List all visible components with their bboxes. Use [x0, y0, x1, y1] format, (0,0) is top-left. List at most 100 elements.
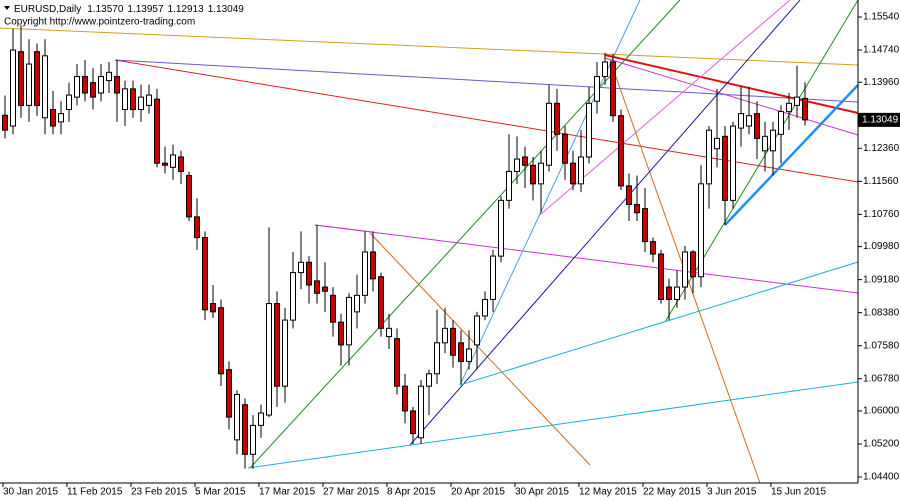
candle-body — [90, 82, 96, 98]
candle-body — [586, 102, 592, 158]
candle-body — [530, 164, 536, 185]
candle-body — [482, 298, 488, 317]
ohlc-value: 1.13957 — [127, 4, 164, 15]
candle-body — [394, 338, 400, 387]
candle-body — [522, 156, 528, 166]
symbol: EURUSD,Daily — [14, 4, 81, 15]
candle-body — [170, 154, 176, 168]
candle-body — [690, 251, 696, 278]
candle-body — [754, 113, 760, 139]
candle-body — [786, 102, 792, 113]
candle-body — [642, 208, 648, 243]
candle-body — [66, 94, 72, 111]
y-tick-label: 1.07580 — [863, 340, 900, 351]
candle-body — [498, 199, 504, 257]
trendlines — [0, 0, 859, 484]
x-tick-label: 30 Apr 2015 — [515, 487, 569, 498]
candle-body — [426, 373, 432, 387]
candle-body — [282, 319, 288, 387]
menu-icon[interactable] — [4, 6, 10, 10]
ohlc-value: 1.12913 — [168, 4, 205, 15]
y-tick-label: 1.04400 — [863, 472, 900, 483]
trendline — [314, 224, 859, 294]
candle-body — [10, 49, 16, 127]
candle-body — [770, 129, 776, 152]
candle-body — [802, 97, 808, 121]
copyright: Copyright http://www.pointzero-trading.c… — [4, 17, 195, 28]
candle-body — [218, 307, 224, 375]
candle-body — [418, 385, 424, 439]
candle-body — [154, 98, 160, 164]
candle-body — [298, 261, 304, 274]
candle-body — [122, 88, 128, 111]
candle-body — [98, 75, 104, 94]
trendline — [409, 0, 801, 446]
candle-body — [306, 261, 312, 286]
chart-header: EURUSD,Daily 1.13570 1.13957 1.12913 1.13049 — [14, 4, 244, 15]
candle-body — [402, 385, 408, 412]
candle-body — [650, 241, 656, 255]
candle-body — [618, 115, 624, 187]
candle-body — [738, 113, 744, 129]
x-tick-label: 17 Mar 2015 — [259, 487, 316, 498]
x-tick-label: 5 Mar 2015 — [195, 487, 246, 498]
candles — [2, 25, 808, 469]
candle-body — [410, 410, 416, 435]
candle-body — [794, 96, 800, 106]
candle-body — [474, 315, 480, 346]
candle-body — [570, 162, 576, 185]
candle-body — [450, 327, 456, 356]
trendline — [604, 54, 859, 114]
candle-body — [354, 294, 360, 313]
candle-body — [26, 63, 32, 106]
candle-body — [370, 251, 376, 280]
candle-body — [226, 369, 232, 418]
candle-body — [250, 424, 256, 455]
y-tick-label: 1.08380 — [863, 307, 900, 318]
candle-body — [610, 61, 616, 117]
y-tick-label: 1.09180 — [863, 274, 900, 285]
price-label: 1.13049 — [862, 115, 899, 126]
candle-body — [50, 109, 56, 127]
candle-body — [658, 253, 664, 300]
candle-body — [162, 162, 168, 166]
candle-body — [626, 185, 632, 205]
candle-body — [106, 71, 112, 82]
candle-body — [42, 55, 48, 119]
x-tick-label: 8 Apr 2015 — [387, 487, 436, 498]
candle-body — [514, 158, 520, 172]
candle-body — [138, 96, 144, 111]
candle-body — [666, 286, 672, 300]
candle-body — [466, 348, 472, 362]
trendline — [247, 381, 859, 469]
candle-body — [258, 412, 264, 426]
x-tick-label: 15 Jun 2015 — [771, 487, 826, 498]
y-tick-label: 1.06000 — [863, 406, 900, 417]
candle-body — [18, 51, 24, 106]
x-tick-label: 11 Feb 2015 — [67, 487, 123, 498]
candle-body — [562, 133, 568, 164]
candle-body — [730, 125, 736, 201]
x-tick-label: 12 May 2015 — [579, 487, 637, 498]
price-label-box — [858, 112, 900, 127]
candle-body — [210, 303, 216, 313]
candle-body — [362, 251, 368, 296]
candle-body — [378, 276, 384, 329]
candle-body — [578, 156, 584, 185]
x-tick-label: 3 Jun 2015 — [707, 487, 757, 498]
x-tick-label: 27 Mar 2015 — [323, 487, 380, 498]
candle-body — [274, 303, 280, 387]
candle-body — [322, 286, 328, 292]
candle-body — [634, 203, 640, 214]
trendline — [664, 0, 859, 323]
y-tick-label: 1.11560 — [863, 176, 899, 187]
trendline — [724, 84, 859, 226]
candle-body — [442, 327, 448, 344]
candle-body — [714, 137, 720, 150]
candle-body — [2, 114, 8, 131]
ohlc-value: 1.13570 — [87, 4, 124, 15]
candle-body — [434, 342, 440, 375]
x-tick-label: 23 Feb 2015 — [131, 487, 188, 498]
candle-body — [266, 303, 272, 416]
trendline — [314, 224, 373, 233]
